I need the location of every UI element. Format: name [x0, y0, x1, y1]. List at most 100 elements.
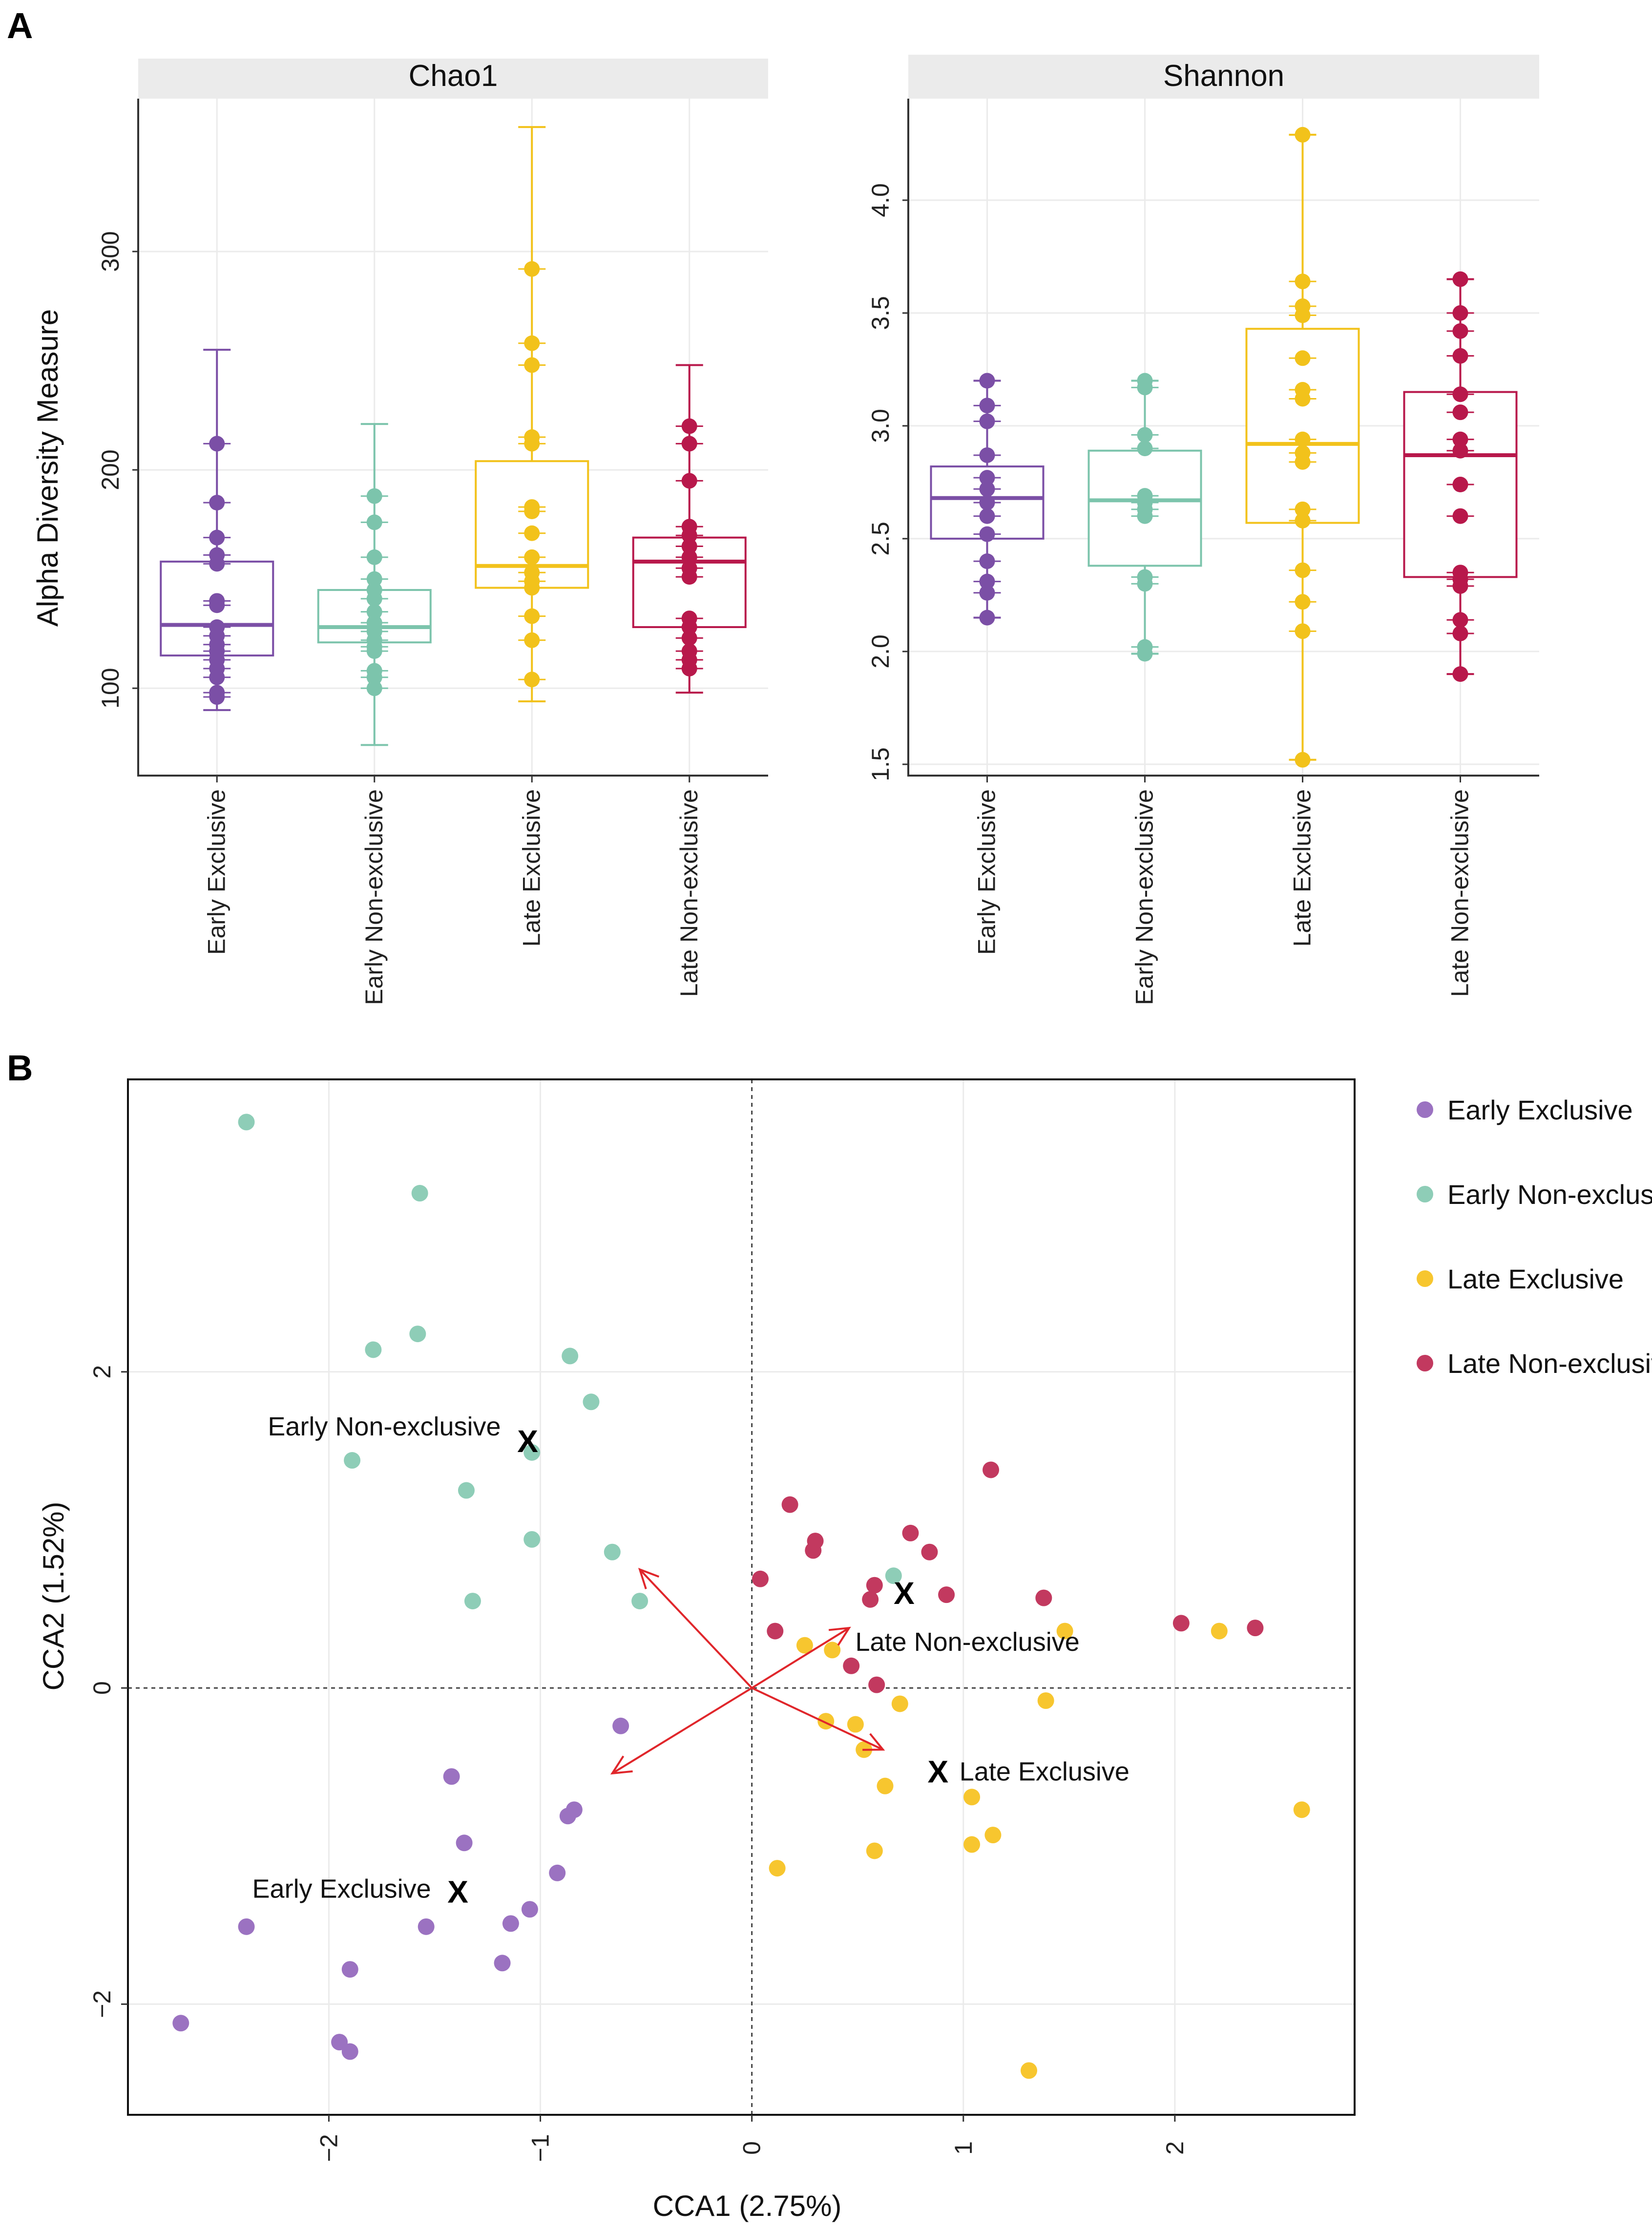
- point-early-non-exclusive: [523, 1444, 541, 1461]
- x-tick-label: −2: [315, 2134, 342, 2162]
- y-tick-label: −2: [88, 1990, 116, 2018]
- data-point: [979, 585, 995, 601]
- point-early-non-exclusive: [344, 1452, 361, 1469]
- legend-label-early-exclusive: Early Exclusive: [1447, 1095, 1633, 1125]
- point-early-non-exclusive: [409, 1326, 426, 1343]
- data-point: [524, 357, 540, 373]
- centroid-marker-late-non-exclusive: X: [894, 1576, 915, 1611]
- data-point: [681, 436, 697, 452]
- chao1-strip-label: Chao1: [409, 59, 498, 93]
- data-point: [1452, 348, 1468, 364]
- data-point: [979, 373, 995, 389]
- data-point: [1452, 442, 1468, 459]
- point-early-non-exclusive: [631, 1593, 648, 1610]
- centroid-marker-late-exclusive: X: [927, 1754, 948, 1790]
- chao1-x-ticks: Early Exclusive Early Non-exclusive Late E…: [203, 776, 703, 1005]
- point-early-exclusive: [331, 2034, 348, 2051]
- data-point: [1137, 508, 1153, 524]
- point-late-exclusive: [1056, 1622, 1073, 1640]
- y-tick-label: 0: [88, 1681, 116, 1695]
- data-point: [1295, 391, 1311, 407]
- point-late-exclusive: [877, 1777, 894, 1794]
- y-tick-label: 200: [97, 449, 124, 490]
- biplot-arrow-shaft: [751, 1687, 884, 1751]
- data-point: [524, 525, 540, 541]
- centroid-marker-early-exclusive: X: [447, 1875, 468, 1910]
- data-point: [1452, 386, 1468, 402]
- data-point: [681, 473, 697, 489]
- data-point: [979, 470, 995, 486]
- point-late-exclusive: [1037, 1692, 1054, 1709]
- centroid-label-late-non-exclusive: Late Non-exclusive: [855, 1627, 1079, 1657]
- legend: Early Exclusive Early Non-exclusive Late E…: [1417, 1095, 1652, 1379]
- biplot-arrow-head: [828, 1626, 851, 1646]
- chao1-marks: [160, 126, 747, 746]
- data-point: [366, 571, 382, 587]
- cca-grid: [128, 1079, 1355, 2115]
- data-point: [1295, 350, 1311, 366]
- data-point: [1295, 454, 1311, 470]
- point-late-non-exclusive: [752, 1570, 769, 1587]
- point-early-non-exclusive: [523, 1531, 541, 1548]
- point-early-exclusive: [502, 1915, 519, 1932]
- point-early-non-exclusive: [411, 1185, 428, 1202]
- data-point: [524, 549, 540, 565]
- data-point: [209, 436, 225, 452]
- point-late-non-exclusive: [902, 1524, 919, 1541]
- data-point: [524, 608, 540, 624]
- point-late-non-exclusive: [868, 1676, 885, 1693]
- chao1-strip: [138, 59, 768, 99]
- point-late-non-exclusive: [767, 1622, 784, 1640]
- legend-label-late-exclusive: Late Exclusive: [1447, 1264, 1624, 1294]
- legend-swatch-early-non-exclusive: [1417, 1186, 1433, 1202]
- x-tick-label: Late Exclusive: [518, 789, 545, 947]
- data-point: [1452, 477, 1468, 493]
- point-early-exclusive: [341, 2043, 358, 2060]
- y-tick-label: 3.5: [867, 296, 894, 330]
- data-point: [681, 619, 697, 635]
- cca-reference-lines: [128, 1079, 1355, 2115]
- x-tick-label: Late Non-exclusive: [675, 789, 703, 997]
- legend-swatch-late-exclusive: [1417, 1270, 1433, 1287]
- data-point: [1452, 625, 1468, 641]
- data-point: [979, 413, 995, 429]
- y-tick-label: 2.5: [867, 522, 894, 556]
- shannon-y-ticks: 1.5 2.0 2.5 3.0 3.5 4.0: [867, 183, 908, 781]
- point-late-exclusive: [963, 1789, 981, 1806]
- point-early-exclusive: [456, 1834, 473, 1852]
- point-late-exclusive: [963, 1836, 981, 1853]
- shannon-strip-label: Shannon: [1163, 59, 1284, 93]
- data-point: [681, 549, 697, 565]
- box-group-late-non-exclusive: [1403, 271, 1518, 682]
- chao1-grid: [138, 99, 768, 776]
- cca-y-axis-title: CCA2 (1.52%): [37, 1502, 70, 1691]
- biplot-arrow-head: [862, 1733, 885, 1751]
- data-point: [366, 488, 382, 504]
- data-point: [681, 569, 697, 585]
- data-point: [366, 680, 382, 696]
- point-late-exclusive: [847, 1716, 864, 1733]
- data-point: [209, 669, 225, 685]
- point-late-exclusive: [824, 1642, 841, 1659]
- data-point: [366, 669, 382, 685]
- point-late-non-exclusive: [1172, 1615, 1190, 1632]
- biplot-arrow-shaft: [611, 1687, 753, 1774]
- point-late-non-exclusive: [983, 1461, 1000, 1478]
- point-late-non-exclusive: [921, 1543, 938, 1560]
- y-tick-label: 2.0: [867, 634, 894, 669]
- x-tick-label: Late Non-exclusive: [1446, 789, 1474, 997]
- x-tick-label: Early Non-exclusive: [360, 789, 388, 1005]
- box-group-late-non-exclusive: [632, 364, 747, 694]
- cca-y-ticks: −2 0 2: [88, 1365, 128, 2018]
- chao1-y-axis-title: Alpha Diversity Measure: [31, 309, 64, 627]
- point-late-exclusive: [1293, 1801, 1310, 1818]
- point-early-non-exclusive: [464, 1593, 481, 1610]
- data-point: [366, 514, 382, 530]
- data-point: [681, 660, 697, 676]
- y-tick-label: 1.5: [867, 747, 894, 781]
- data-point: [524, 672, 540, 688]
- shannon-strip: [908, 55, 1539, 99]
- point-early-exclusive: [238, 1918, 255, 1935]
- centroid-marker-early-non-exclusive: X: [517, 1424, 538, 1459]
- data-point: [979, 610, 995, 626]
